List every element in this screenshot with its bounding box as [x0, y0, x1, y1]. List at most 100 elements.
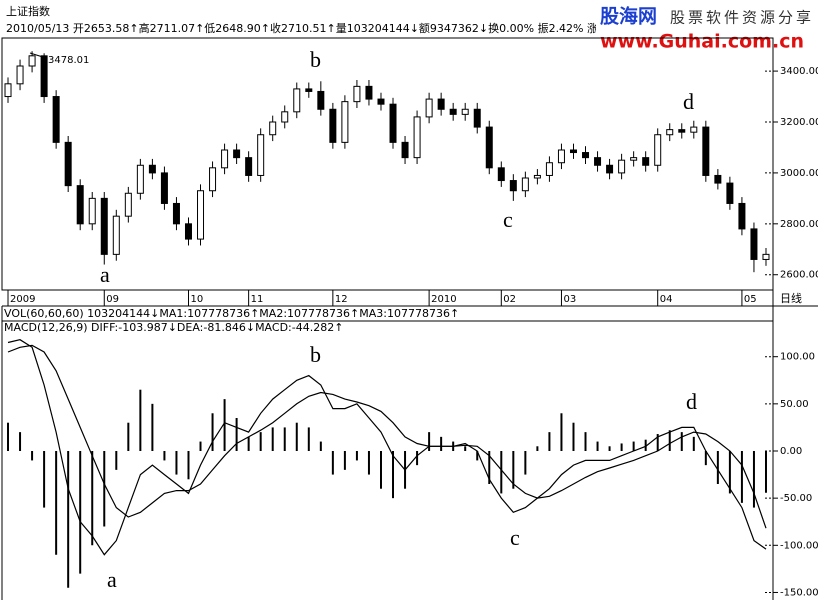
candle-body — [702, 126, 710, 176]
candle-body — [545, 162, 553, 176]
candle-body — [281, 111, 289, 123]
candle-body — [618, 159, 626, 174]
wave-label: c — [503, 207, 513, 232]
candle-body — [197, 190, 205, 240]
x-tick-label: 02 — [503, 294, 516, 305]
y-tick-label: -100.00 — [780, 540, 818, 551]
vol-info: VOL(60,60,60) 103204144↓MA1:107778736↑MA… — [4, 307, 459, 320]
y-tick-label: 3200.00 — [780, 117, 818, 128]
x-tick-label: 09 — [106, 294, 119, 305]
wave-label: c — [510, 525, 520, 550]
candle-body — [4, 83, 12, 98]
x-tick-label: 05 — [744, 294, 757, 305]
candle-body — [88, 197, 96, 225]
candle-body — [329, 108, 337, 143]
macd-info: MACD(12,26,9) DIFF:-103.987↓DEA:-81.846↓… — [4, 321, 343, 334]
candle-body — [136, 164, 144, 194]
wave-label: d — [686, 389, 697, 414]
candle-body — [497, 167, 505, 182]
x-tick-label: 2009 — [10, 294, 35, 305]
candle-body — [714, 174, 722, 184]
candle-body — [365, 85, 373, 100]
candle-body — [594, 157, 602, 166]
candle-body — [172, 202, 180, 225]
candle-body — [100, 197, 108, 255]
candle-body — [305, 88, 313, 92]
x-tick-label: 10 — [190, 294, 203, 305]
candle-body — [762, 253, 770, 260]
candle-body — [269, 121, 277, 136]
x-tick-label: 04 — [660, 294, 673, 305]
wave-label: a — [100, 262, 110, 287]
dea-line — [7, 344, 767, 529]
candle-body — [461, 108, 469, 115]
candle-body — [642, 157, 650, 166]
watermark-bg — [596, 0, 818, 54]
candle-body — [449, 108, 457, 115]
candle-body — [64, 141, 72, 187]
watermark-slogan: 股票软件资源分享 — [670, 9, 814, 27]
candle-body — [654, 134, 662, 166]
candle-body — [341, 101, 349, 143]
candle-body — [112, 215, 120, 255]
candle-body — [582, 152, 590, 159]
candle-body — [533, 174, 541, 179]
y-tick-label: 3000.00 — [780, 168, 818, 179]
wave-label: a — [107, 567, 117, 592]
candle-body — [606, 164, 614, 174]
x-tick-label: 12 — [335, 294, 348, 305]
candle-body — [257, 134, 265, 176]
candle-body — [76, 185, 84, 225]
candle-body — [557, 149, 565, 164]
candle-body — [401, 141, 409, 159]
candle-body — [425, 98, 433, 118]
candle-body — [738, 202, 746, 230]
candle-body — [690, 126, 698, 133]
candle-body — [245, 157, 253, 176]
stock-name: 上证指数 — [6, 4, 50, 18]
watermark-brand: 股海网 — [600, 5, 657, 28]
candle-body — [678, 129, 686, 133]
quote-info: 2010/05/13 开2653.58↑高2711.07↑低2648.90↑收2… — [6, 21, 609, 35]
wave-label: b — [310, 47, 321, 72]
y-tick-label: 2800.00 — [780, 219, 818, 230]
candle-body — [209, 167, 217, 192]
diff-line — [7, 339, 767, 556]
wave-label: d — [683, 89, 694, 114]
candle-body — [473, 108, 481, 128]
period-label: 日线 — [780, 291, 802, 305]
candle-body — [293, 88, 301, 113]
y-tick-label: -150.00 — [780, 587, 818, 598]
candle-body — [666, 129, 674, 136]
candle-body — [630, 157, 638, 161]
candle-body — [413, 116, 421, 159]
y-tick-label: 2600.00 — [780, 270, 818, 281]
candle-body — [52, 96, 60, 143]
candle-body — [521, 177, 529, 192]
candle-body — [750, 228, 758, 260]
x-tick-label: 11 — [251, 294, 264, 305]
watermark-url: www.Guhai.com.cn — [600, 31, 804, 53]
candle-body — [148, 164, 156, 174]
wave-label: b — [310, 342, 321, 367]
candle-body — [485, 126, 493, 169]
x-tick-label: 03 — [563, 294, 576, 305]
candle-body — [377, 98, 385, 105]
candle-body — [40, 55, 48, 98]
candle-body — [437, 98, 445, 110]
y-tick-label: 0.00 — [780, 446, 802, 457]
candle-body — [28, 55, 36, 67]
candle-body — [16, 65, 24, 85]
candle-body — [233, 149, 241, 159]
candle-body — [160, 172, 168, 204]
candle-body — [726, 182, 734, 204]
candle-body — [389, 103, 397, 143]
candle-body — [509, 180, 517, 192]
x-tick-label: 2010 — [431, 294, 456, 305]
y-tick-label: -50.00 — [780, 493, 812, 504]
candle-body — [317, 90, 325, 110]
y-tick-label: 50.00 — [780, 399, 809, 410]
candle-body — [569, 149, 577, 154]
peak-label: 3478.01 — [48, 55, 89, 66]
